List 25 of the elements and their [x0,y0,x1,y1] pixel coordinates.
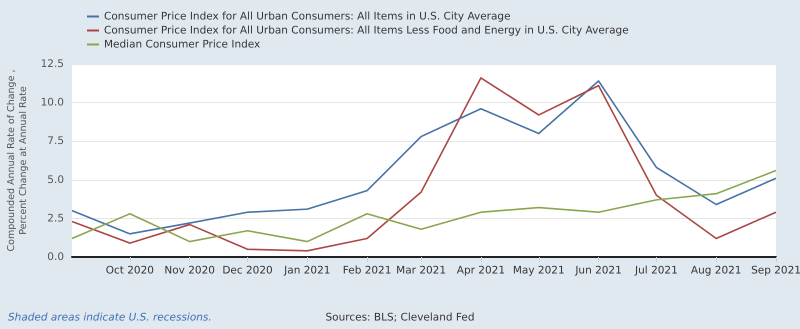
x-tick-label: Aug 2021 [690,264,742,276]
x-tick-label: Apr 2021 [456,264,506,276]
x-tick-label: Sep 2021 [751,264,800,276]
x-tick-label: Mar 2021 [396,264,446,276]
x-tick-label: Jan 2021 [283,264,330,276]
y-axis-title: Compounded Annual Rate of Change , Percent Change at Annual Rate [6,70,30,252]
line-series [71,170,777,242]
x-tick-label: Feb 2021 [342,264,392,276]
x-tick-label: Dec 2020 [222,264,273,276]
y-tick-label: 7.5 [47,135,64,148]
source-note: Sources: BLS; Cleveland Fed [326,312,474,324]
x-tick-label: Jun 2021 [574,264,622,276]
y-tick-label: 0.0 [47,251,64,263]
text: Shaded areas indicate U.S. recessions. [8,312,212,324]
y-tick-label: 5.0 [47,174,64,186]
legend-label: Consumer Price Index for All Urban Consumers: All Items in U.S. City Average [104,10,511,22]
legend-label: Consumer Price Index for All Urban Consumers: All Items Less Food and Energy in U.S. City Average [104,24,629,36]
x-tick-label: Jul 2021 [634,264,678,276]
x-tick-label: Nov 2020 [164,264,215,276]
y-tick-label: 2.5 [47,212,64,224]
y-tick-label: 10.0 [40,96,64,109]
y-tick-label: 12.5 [40,58,64,70]
x-tick-label: May 2021 [512,264,565,276]
legend-label: Median Consumer Price Index [104,38,260,50]
x-tick-label: Oct 2020 [106,264,154,276]
